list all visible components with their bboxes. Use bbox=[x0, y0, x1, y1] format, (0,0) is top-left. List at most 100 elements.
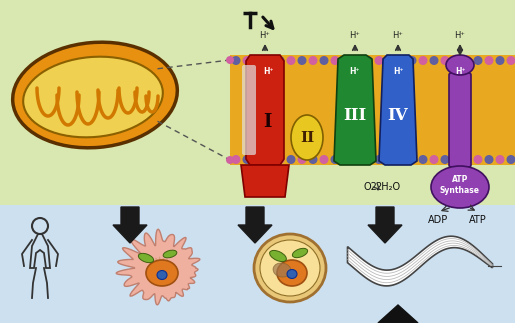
Ellipse shape bbox=[446, 55, 474, 75]
Ellipse shape bbox=[270, 250, 286, 262]
Text: 2H₂O: 2H₂O bbox=[375, 182, 401, 192]
Circle shape bbox=[276, 155, 284, 164]
Polygon shape bbox=[246, 55, 284, 165]
Text: O2: O2 bbox=[363, 182, 377, 192]
Circle shape bbox=[232, 155, 241, 164]
Circle shape bbox=[419, 56, 427, 65]
FancyBboxPatch shape bbox=[242, 65, 256, 155]
Circle shape bbox=[352, 56, 362, 65]
Circle shape bbox=[298, 155, 306, 164]
Circle shape bbox=[407, 155, 417, 164]
Circle shape bbox=[364, 155, 372, 164]
Ellipse shape bbox=[139, 253, 153, 263]
Text: I: I bbox=[263, 113, 271, 131]
Text: H⁺: H⁺ bbox=[392, 30, 403, 39]
FancyArrow shape bbox=[368, 207, 402, 243]
Polygon shape bbox=[116, 229, 200, 305]
Polygon shape bbox=[348, 236, 492, 286]
FancyBboxPatch shape bbox=[0, 205, 515, 323]
Text: II: II bbox=[300, 130, 314, 144]
Circle shape bbox=[386, 155, 394, 164]
Circle shape bbox=[407, 56, 417, 65]
Polygon shape bbox=[378, 305, 418, 323]
FancyArrow shape bbox=[238, 207, 272, 243]
Circle shape bbox=[341, 155, 351, 164]
Text: IV: IV bbox=[388, 107, 408, 123]
Circle shape bbox=[485, 155, 493, 164]
Text: H⁺: H⁺ bbox=[264, 67, 274, 76]
Ellipse shape bbox=[291, 115, 323, 160]
Text: H⁺: H⁺ bbox=[455, 30, 466, 39]
Circle shape bbox=[265, 155, 273, 164]
Circle shape bbox=[452, 155, 460, 164]
Ellipse shape bbox=[23, 57, 163, 137]
Circle shape bbox=[226, 56, 234, 64]
Text: III: III bbox=[344, 108, 367, 124]
Circle shape bbox=[495, 56, 505, 65]
Text: H⁺: H⁺ bbox=[350, 68, 360, 77]
Ellipse shape bbox=[431, 166, 489, 208]
Circle shape bbox=[473, 56, 483, 65]
Circle shape bbox=[506, 56, 515, 65]
Circle shape bbox=[253, 155, 263, 164]
Text: ATP: ATP bbox=[469, 215, 487, 225]
Circle shape bbox=[253, 56, 263, 65]
Circle shape bbox=[308, 56, 318, 65]
Circle shape bbox=[386, 56, 394, 65]
Circle shape bbox=[286, 155, 296, 164]
Circle shape bbox=[319, 56, 329, 65]
Text: H⁺: H⁺ bbox=[260, 30, 270, 39]
Ellipse shape bbox=[273, 263, 291, 277]
Circle shape bbox=[440, 155, 450, 164]
Circle shape bbox=[286, 56, 296, 65]
Polygon shape bbox=[241, 165, 289, 197]
Circle shape bbox=[452, 56, 460, 65]
Circle shape bbox=[352, 155, 362, 164]
Ellipse shape bbox=[163, 250, 177, 258]
Circle shape bbox=[265, 56, 273, 65]
Circle shape bbox=[319, 155, 329, 164]
Polygon shape bbox=[147, 256, 172, 279]
FancyBboxPatch shape bbox=[230, 55, 515, 165]
Ellipse shape bbox=[254, 234, 326, 302]
Circle shape bbox=[473, 155, 483, 164]
Circle shape bbox=[226, 156, 234, 164]
Ellipse shape bbox=[287, 269, 297, 278]
Text: ATP
Synthase: ATP Synthase bbox=[440, 175, 480, 195]
Ellipse shape bbox=[13, 42, 177, 148]
Circle shape bbox=[232, 56, 241, 65]
Circle shape bbox=[495, 155, 505, 164]
Circle shape bbox=[364, 56, 372, 65]
Text: H⁺: H⁺ bbox=[393, 68, 403, 77]
Ellipse shape bbox=[277, 260, 307, 286]
FancyBboxPatch shape bbox=[449, 73, 471, 167]
Circle shape bbox=[341, 56, 351, 65]
Circle shape bbox=[298, 56, 306, 65]
Circle shape bbox=[485, 56, 493, 65]
Text: ADP: ADP bbox=[428, 215, 448, 225]
Circle shape bbox=[243, 56, 251, 65]
Circle shape bbox=[462, 56, 472, 65]
Polygon shape bbox=[379, 55, 417, 165]
Circle shape bbox=[440, 56, 450, 65]
Ellipse shape bbox=[260, 240, 320, 296]
Circle shape bbox=[397, 56, 405, 65]
Circle shape bbox=[331, 155, 339, 164]
Circle shape bbox=[397, 155, 405, 164]
FancyArrow shape bbox=[113, 207, 147, 243]
Ellipse shape bbox=[293, 248, 307, 258]
Circle shape bbox=[374, 56, 384, 65]
Circle shape bbox=[308, 155, 318, 164]
Circle shape bbox=[276, 56, 284, 65]
Circle shape bbox=[419, 155, 427, 164]
FancyBboxPatch shape bbox=[0, 0, 515, 205]
Circle shape bbox=[331, 56, 339, 65]
Circle shape bbox=[430, 56, 438, 65]
Circle shape bbox=[374, 155, 384, 164]
Ellipse shape bbox=[146, 260, 178, 286]
Text: H⁺: H⁺ bbox=[350, 30, 360, 39]
Circle shape bbox=[506, 155, 515, 164]
Circle shape bbox=[243, 155, 251, 164]
Polygon shape bbox=[334, 55, 376, 165]
Ellipse shape bbox=[157, 270, 167, 279]
